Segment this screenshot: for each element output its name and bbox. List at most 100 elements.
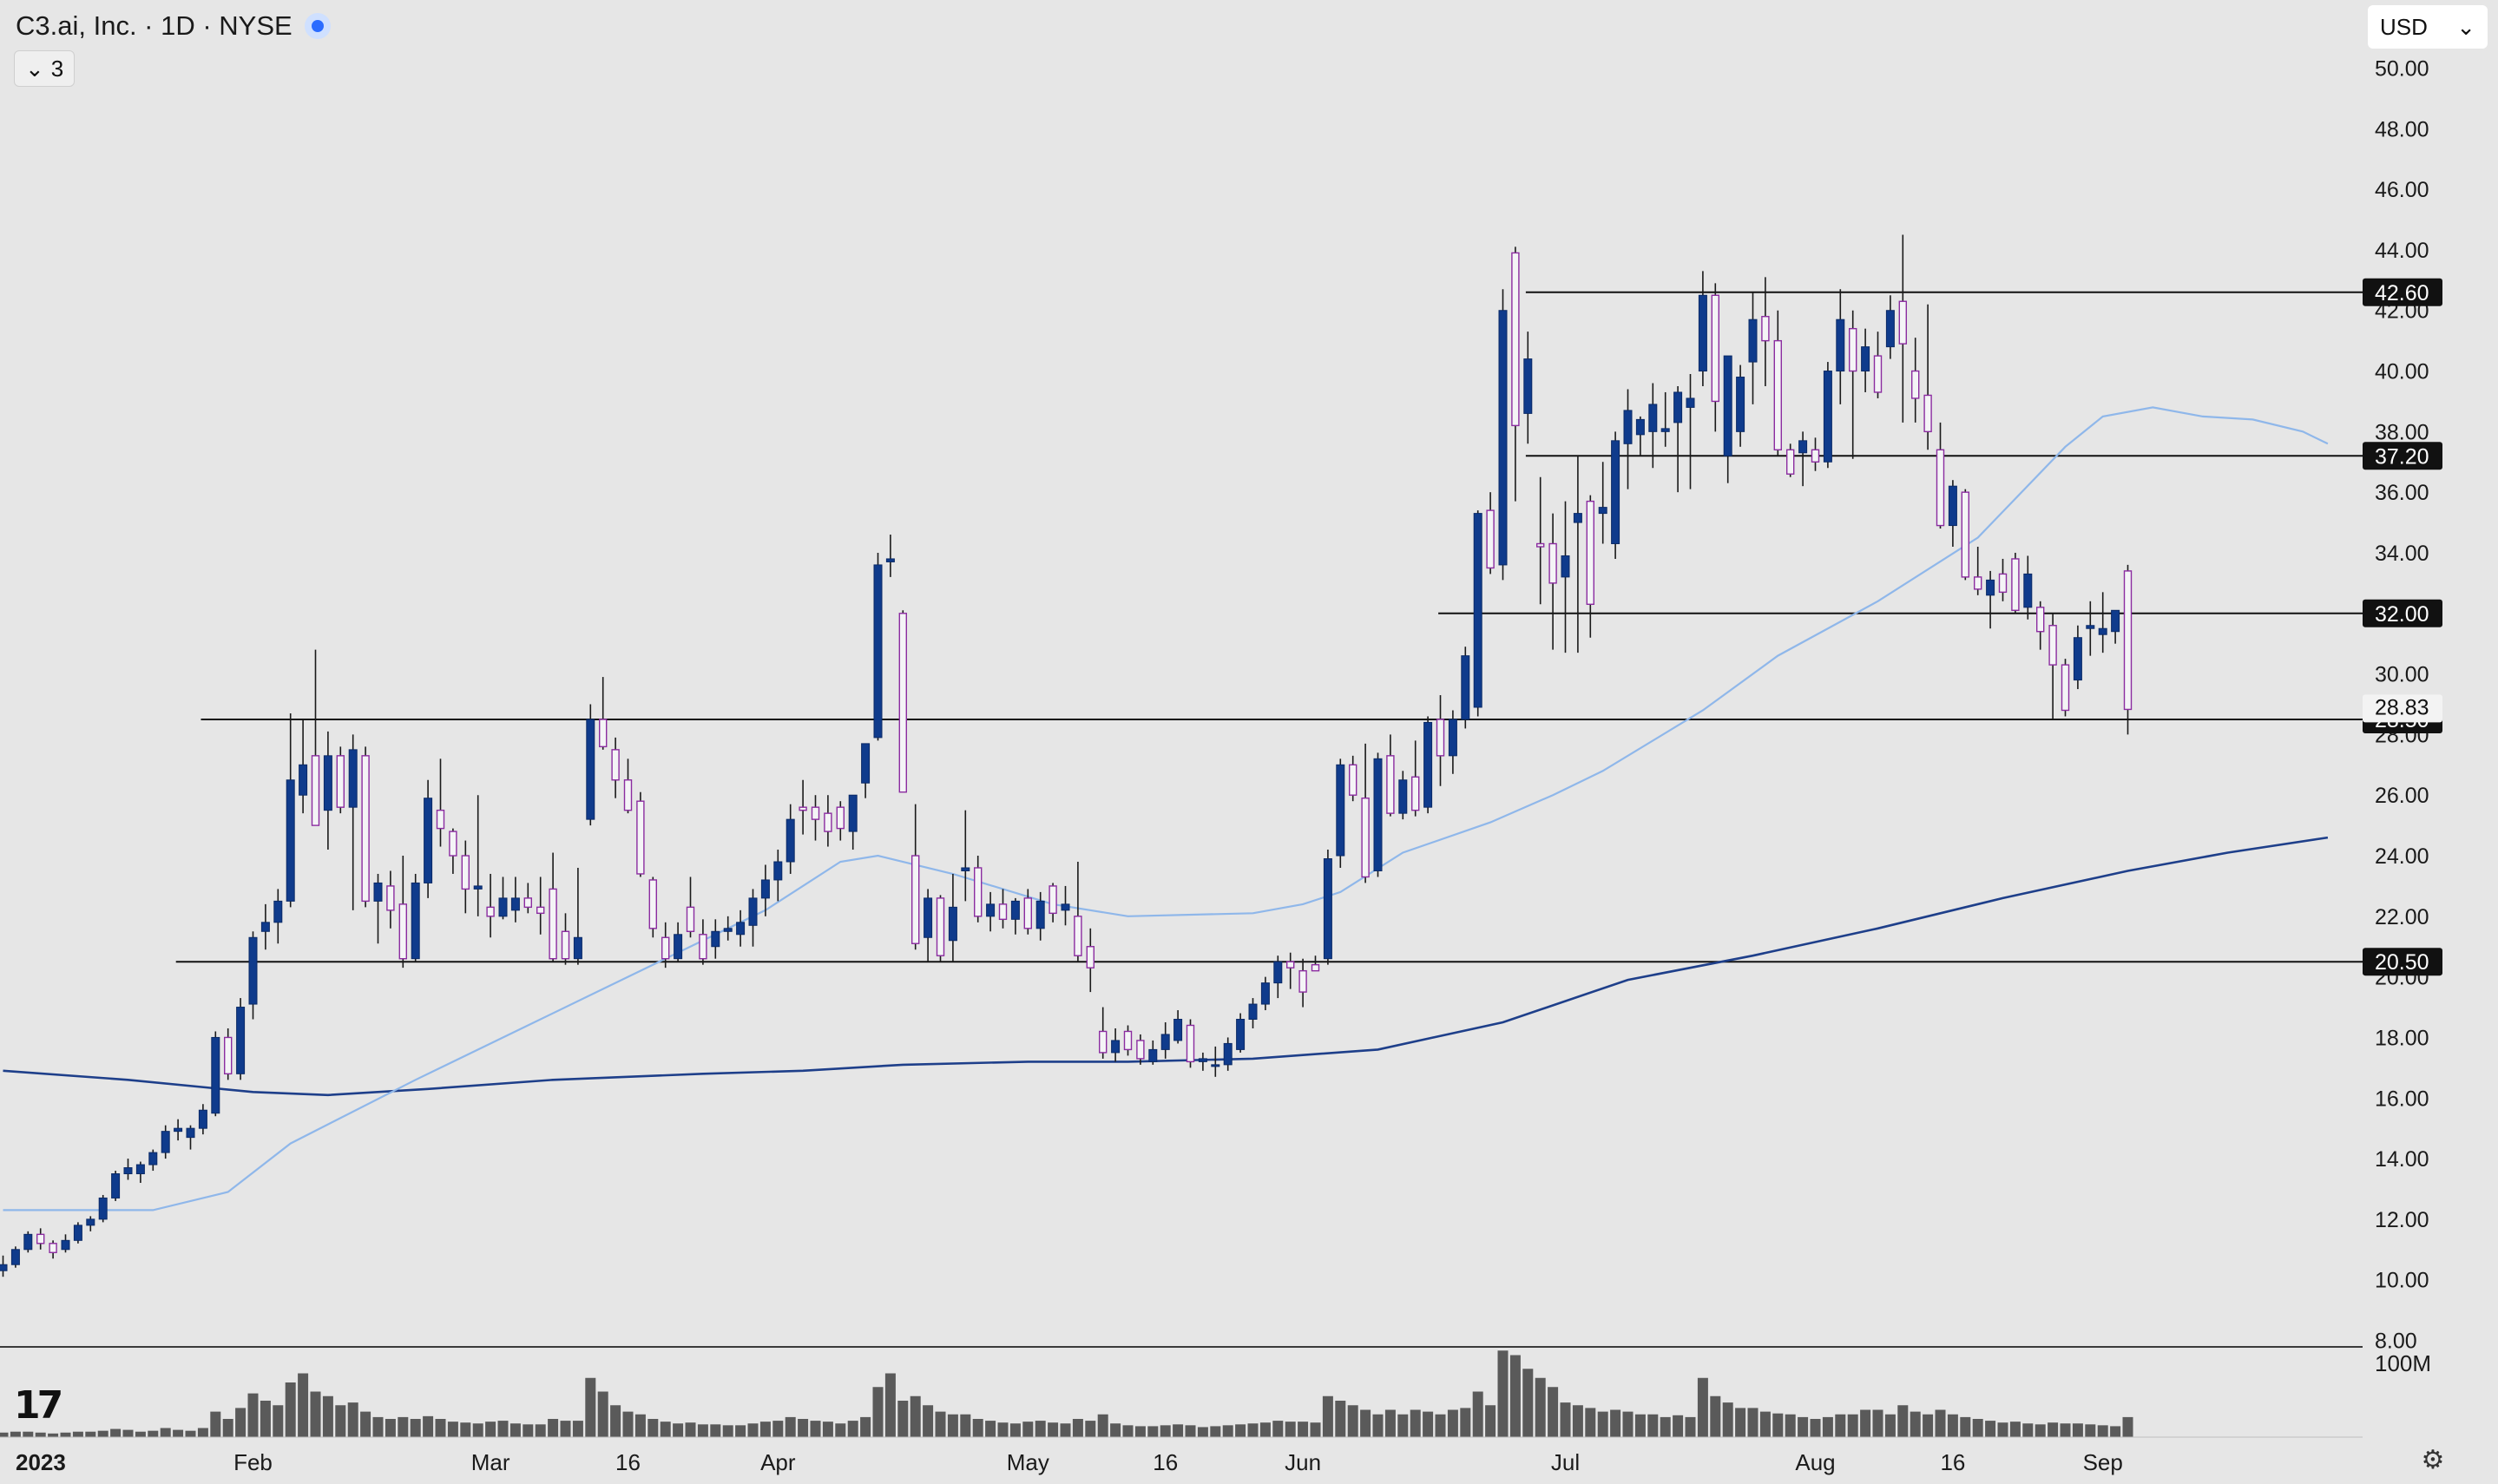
- volume-bar: [222, 1419, 233, 1437]
- candle-body-up: [1211, 1064, 1220, 1067]
- volume-bar: [785, 1416, 796, 1437]
- volume-bar: [1009, 1423, 1021, 1437]
- time-tick-label: 16: [615, 1449, 641, 1475]
- volume-bar: [1397, 1414, 1409, 1437]
- volume-bar: [1772, 1413, 1784, 1437]
- candle-body-down: [1436, 719, 1445, 757]
- volume-bar: [1035, 1421, 1046, 1437]
- candle-body-down: [336, 755, 345, 808]
- volume-bar: [560, 1421, 571, 1437]
- market-status-icon[interactable]: [304, 13, 331, 39]
- level-price-label: 20.50: [2375, 950, 2429, 975]
- volume-bar: [2048, 1422, 2059, 1437]
- level-price-label: 32.00: [2375, 602, 2429, 627]
- candle-body-down: [549, 888, 557, 960]
- candle-body-down: [1361, 798, 1370, 878]
- volume-bar: [648, 1419, 659, 1437]
- volume-bar: [1822, 1416, 1833, 1437]
- candle-body-up: [424, 798, 433, 883]
- price-axis[interactable]: 50.0048.0046.0044.0042.0040.0038.0036.00…: [2363, 56, 2442, 1354]
- level-price-label: 42.60: [2375, 281, 2429, 305]
- candle-body-down: [1910, 370, 1920, 399]
- time-tick-label: 16: [1940, 1449, 1965, 1475]
- time-tick-label: Apr: [760, 1449, 796, 1475]
- volume-bar: [435, 1419, 446, 1437]
- volume-bar: [1122, 1425, 1134, 1437]
- volume-bar: [1085, 1421, 1096, 1437]
- tradingview-logo-icon[interactable]: 17: [14, 1383, 63, 1428]
- volume-bar: [1384, 1409, 1396, 1437]
- candle-body-down: [1186, 1024, 1195, 1063]
- indicators-toggle[interactable]: ⌄ 3: [14, 50, 76, 87]
- candle-body-down: [686, 906, 695, 932]
- candle-body-down: [1074, 916, 1082, 956]
- candle-body-down: [2035, 607, 2045, 633]
- volume-bar: [1447, 1409, 1458, 1437]
- volume-bar: [1759, 1411, 1771, 1437]
- candle-body-up: [1198, 1058, 1207, 1062]
- candle-body-up: [186, 1127, 195, 1139]
- price-tick-label: 30.00: [2375, 663, 2429, 687]
- volume-bar: [1810, 1419, 1821, 1437]
- price-tick-label: 44.00: [2375, 239, 2429, 263]
- candle-body-down: [1961, 491, 1970, 578]
- time-axis[interactable]: 2023 Feb Mar 16 Apr May 16 Jun Jul Aug 16 Sep: [0, 1436, 2363, 1475]
- volume-bar: [1335, 1401, 1346, 1437]
- volume-bar: [523, 1424, 534, 1437]
- volume-bar: [1509, 1355, 1521, 1437]
- volume-bar: [360, 1411, 371, 1437]
- candle-body-up: [73, 1225, 82, 1241]
- volume-bar: [610, 1405, 621, 1437]
- volume-bar: [1972, 1419, 1983, 1437]
- candle-body-up: [1523, 358, 1533, 414]
- volume-bar: [685, 1422, 696, 1437]
- price-tick-label: 22.00: [2375, 905, 2429, 929]
- level-price-label: 37.20: [2375, 444, 2429, 469]
- volume-bar: [173, 1429, 184, 1437]
- candle-body-down: [436, 809, 445, 830]
- candle-body-down: [699, 934, 707, 960]
- candle-body-up: [174, 1127, 183, 1133]
- volume-bars: [0, 1350, 2133, 1437]
- currency-select[interactable]: USD ⌄: [2368, 5, 2488, 49]
- level-price-tag: [2363, 599, 2442, 627]
- symbol-title[interactable]: C3.ai, Inc. · 1D · NYSE: [16, 10, 293, 41]
- volume-bar: [872, 1387, 884, 1437]
- volume-bar: [509, 1423, 521, 1437]
- volume-bar: [1548, 1387, 1559, 1437]
- volume-bar: [1022, 1422, 1034, 1437]
- candle-body-up: [1111, 1040, 1121, 1054]
- candle-body-up: [1248, 1003, 1258, 1021]
- candle-body-up: [1648, 404, 1658, 432]
- volume-bar: [1497, 1350, 1509, 1437]
- volume-bar: [1060, 1423, 1071, 1437]
- volume-bar: [460, 1422, 471, 1437]
- candle-body-up: [299, 764, 308, 796]
- candle-body-down: [1936, 449, 1945, 527]
- candle-body-up: [286, 779, 295, 902]
- candle-body-down: [486, 906, 495, 917]
- price-tick-label: 48.00: [2375, 117, 2429, 141]
- volume-bar: [673, 1423, 684, 1437]
- candle-body-up: [148, 1152, 158, 1166]
- time-tick-label: Jun: [1285, 1449, 1321, 1475]
- volume-bar: [1298, 1422, 1309, 1437]
- volume-bar: [35, 1432, 46, 1437]
- candle-body-up: [1660, 428, 1670, 432]
- volume-bar: [497, 1421, 509, 1437]
- price-tick-label: 34.00: [2375, 542, 2429, 566]
- volume-bar: [884, 1373, 896, 1437]
- candle-body-up: [773, 861, 783, 881]
- volume-bar: [2097, 1425, 2108, 1437]
- volume-bar: [1597, 1411, 1608, 1437]
- gear-icon[interactable]: ⚙: [2421, 1445, 2445, 1474]
- volume-bar: [197, 1428, 208, 1437]
- candle-body-up: [135, 1164, 145, 1175]
- price-tick-label: 24.00: [2375, 844, 2429, 869]
- volume-bar: [835, 1423, 846, 1437]
- candle-body-up: [1561, 555, 1570, 578]
- volume-bar: [398, 1416, 409, 1437]
- price-tick-label: 46.00: [2375, 178, 2429, 202]
- candle-body-up: [1598, 507, 1607, 515]
